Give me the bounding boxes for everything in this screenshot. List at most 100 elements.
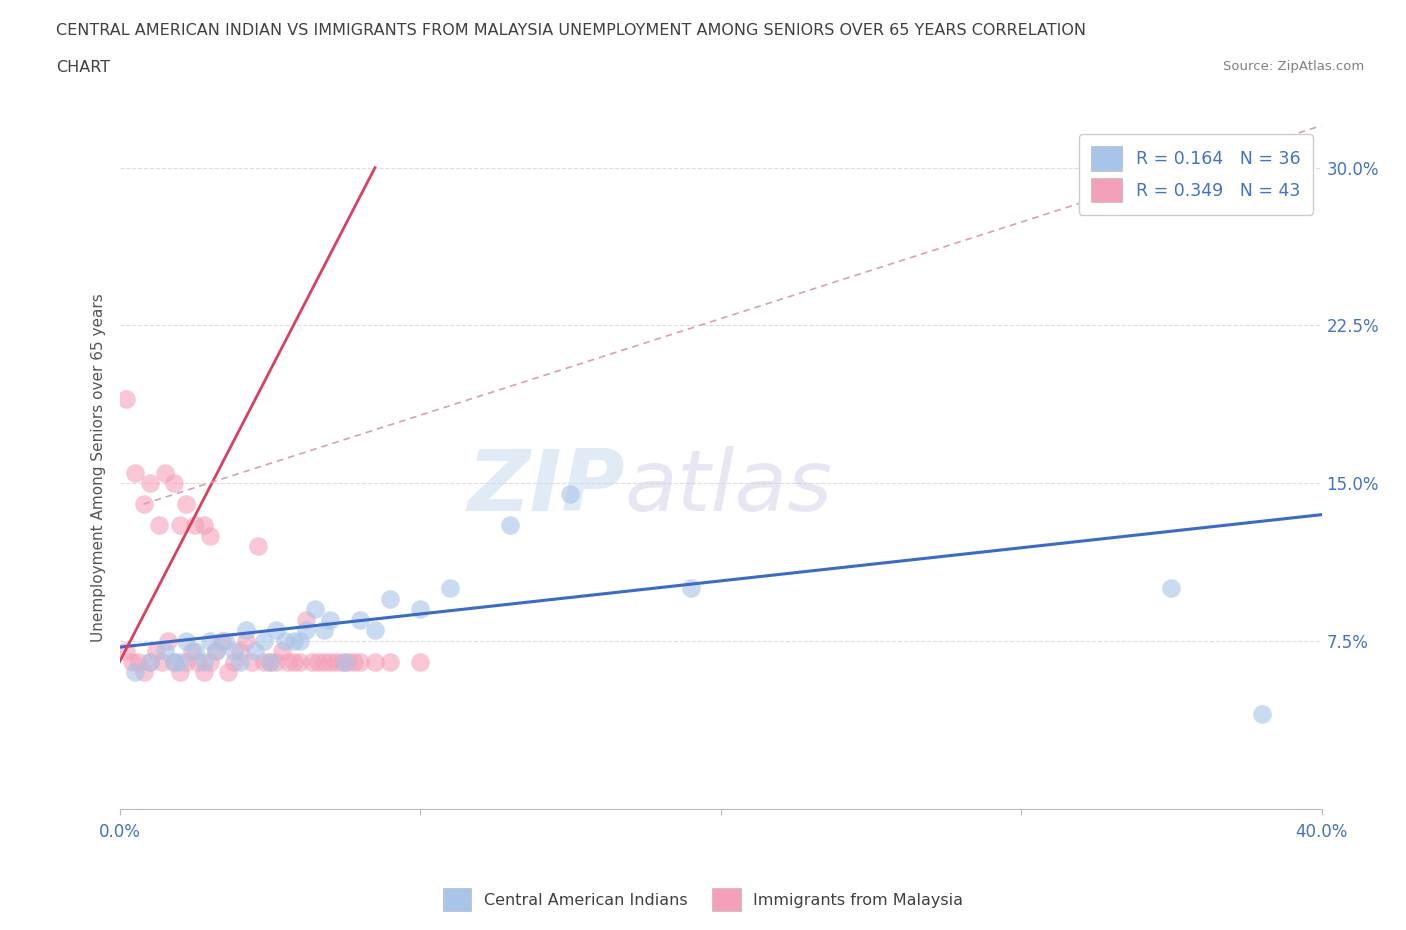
- Point: [132, 497, 155, 512]
- Point: [228, 644, 252, 658]
- Point: [174, 633, 197, 648]
- Point: [560, 486, 582, 501]
- Point: [378, 655, 401, 670]
- Point: [288, 633, 311, 648]
- Point: [193, 655, 215, 670]
- Point: [259, 655, 281, 670]
- Point: [277, 655, 299, 670]
- Point: [211, 633, 233, 648]
- Point: [253, 655, 276, 670]
- Point: [124, 465, 146, 480]
- Point: [333, 655, 356, 670]
- Point: [235, 623, 257, 638]
- Point: [198, 633, 221, 648]
- Point: [145, 644, 167, 658]
- Point: [204, 644, 226, 658]
- Point: [364, 623, 387, 638]
- Point: [222, 655, 245, 670]
- Point: [235, 633, 257, 648]
- Point: [169, 655, 191, 670]
- Point: [264, 623, 287, 638]
- Point: [193, 665, 215, 680]
- Point: [301, 655, 323, 670]
- Point: [153, 465, 176, 480]
- Point: [180, 644, 202, 658]
- Point: [162, 475, 184, 490]
- Point: [259, 655, 281, 670]
- Point: [217, 665, 239, 680]
- Point: [228, 655, 252, 670]
- Point: [183, 644, 205, 658]
- Point: [127, 655, 149, 670]
- Point: [319, 655, 342, 670]
- Point: [409, 655, 432, 670]
- Y-axis label: Unemployment Among Seniors over 65 years: Unemployment Among Seniors over 65 years: [91, 293, 107, 642]
- Point: [114, 392, 136, 406]
- Point: [330, 655, 353, 670]
- Point: [183, 518, 205, 533]
- Point: [336, 655, 359, 670]
- Point: [1160, 581, 1182, 596]
- Point: [124, 665, 146, 680]
- Point: [162, 655, 184, 670]
- Text: 40.0%: 40.0%: [1295, 823, 1348, 841]
- Point: [325, 655, 347, 670]
- Point: [114, 644, 136, 658]
- Point: [138, 655, 160, 670]
- Point: [121, 655, 143, 670]
- Point: [264, 655, 287, 670]
- Point: [679, 581, 702, 596]
- Point: [378, 591, 401, 606]
- Point: [193, 518, 215, 533]
- Point: [138, 475, 160, 490]
- Point: [132, 665, 155, 680]
- Point: [307, 655, 329, 670]
- Point: [162, 655, 184, 670]
- Text: atlas: atlas: [624, 446, 832, 529]
- Point: [319, 612, 342, 627]
- Point: [198, 528, 221, 543]
- Point: [409, 602, 432, 617]
- Point: [270, 644, 292, 658]
- Point: [153, 644, 176, 658]
- Point: [240, 655, 263, 670]
- Point: [295, 612, 318, 627]
- Point: [243, 644, 266, 658]
- Text: ZIP: ZIP: [467, 446, 624, 529]
- Point: [283, 655, 305, 670]
- Point: [187, 655, 209, 670]
- Point: [174, 497, 197, 512]
- Point: [349, 612, 371, 627]
- Point: [343, 655, 366, 670]
- Point: [288, 655, 311, 670]
- Point: [169, 518, 191, 533]
- Point: [304, 602, 326, 617]
- Point: [156, 633, 179, 648]
- Point: [148, 518, 170, 533]
- Legend: Central American Indians, Immigrants from Malaysia: Central American Indians, Immigrants fro…: [436, 882, 970, 917]
- Point: [295, 623, 318, 638]
- Point: [349, 655, 371, 670]
- Legend: R = 0.164   N = 36, R = 0.349   N = 43: R = 0.164 N = 36, R = 0.349 N = 43: [1078, 134, 1313, 215]
- Point: [150, 655, 173, 670]
- Text: Source: ZipAtlas.com: Source: ZipAtlas.com: [1223, 60, 1364, 73]
- Point: [312, 655, 335, 670]
- Point: [246, 538, 269, 553]
- Point: [174, 655, 197, 670]
- Point: [169, 665, 191, 680]
- Point: [253, 633, 276, 648]
- Point: [312, 623, 335, 638]
- Text: CHART: CHART: [56, 60, 110, 75]
- Point: [364, 655, 387, 670]
- Point: [214, 633, 236, 648]
- Point: [198, 655, 221, 670]
- Point: [1250, 707, 1272, 722]
- Point: [499, 518, 522, 533]
- Point: [274, 633, 297, 648]
- Point: [439, 581, 461, 596]
- Text: CENTRAL AMERICAN INDIAN VS IMMIGRANTS FROM MALAYSIA UNEMPLOYMENT AMONG SENIORS O: CENTRAL AMERICAN INDIAN VS IMMIGRANTS FR…: [56, 23, 1087, 38]
- Point: [222, 644, 245, 658]
- Point: [204, 644, 226, 658]
- Text: 0.0%: 0.0%: [98, 823, 141, 841]
- Point: [138, 655, 160, 670]
